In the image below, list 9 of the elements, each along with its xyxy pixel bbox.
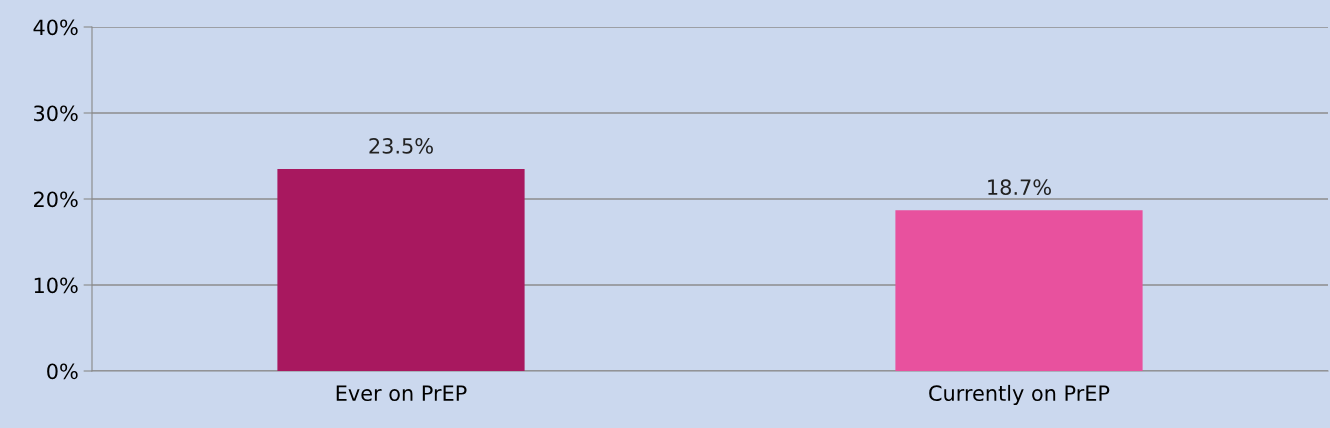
y-tick-label: 30% xyxy=(34,105,78,122)
y-tick-label: 10% xyxy=(34,277,78,294)
x-tick-label: Currently on PrEP xyxy=(929,384,1110,406)
y-tick-label: 20% xyxy=(34,191,78,208)
data-label: 18.7% xyxy=(988,179,1051,196)
x-tick-label: Ever on PrEP xyxy=(336,385,467,402)
data-label: 23.5% xyxy=(369,137,433,154)
y-tick-label: 0% xyxy=(47,363,78,380)
y-tick-label: 40% xyxy=(33,19,78,36)
